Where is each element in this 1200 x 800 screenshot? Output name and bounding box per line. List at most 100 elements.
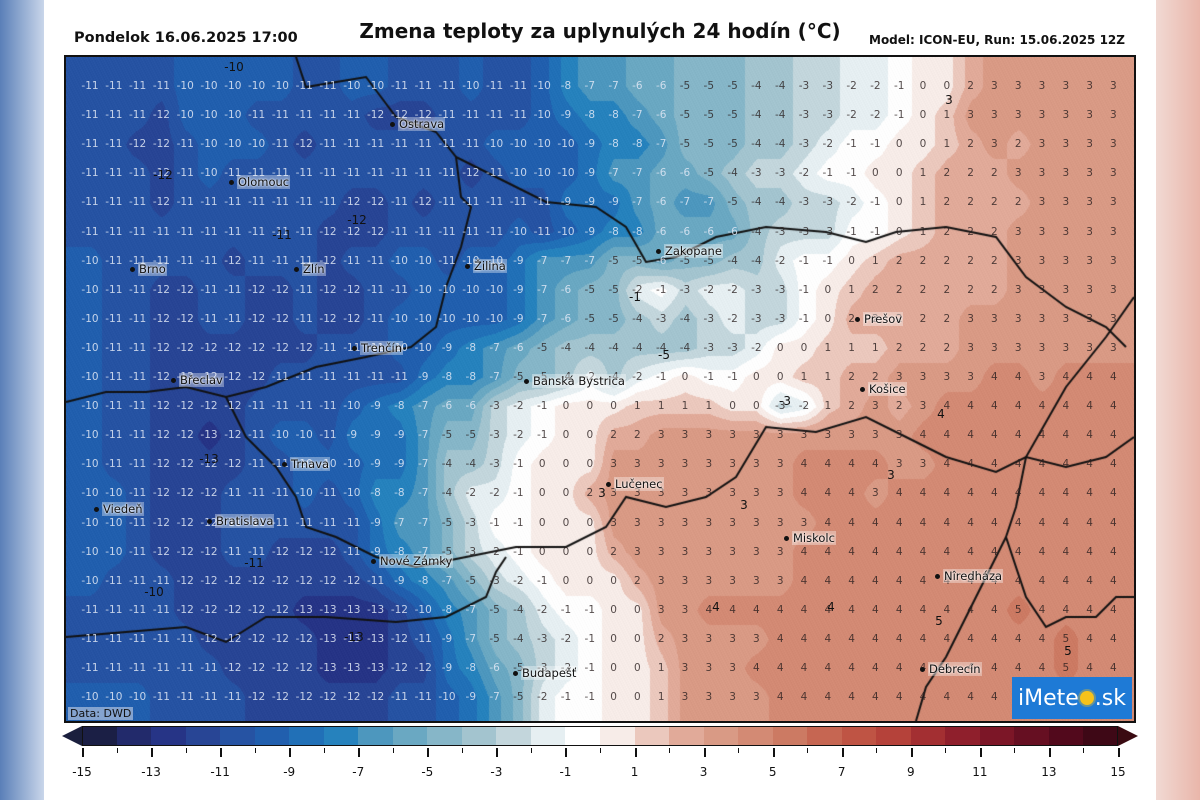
grid-value: 3 <box>967 109 974 122</box>
grid-value: -11 <box>129 371 147 383</box>
grid-value: -9 <box>513 254 524 267</box>
grid-value: -10 <box>509 167 527 180</box>
grid-value: -10 <box>390 254 408 267</box>
grid-value: 4 <box>824 691 832 704</box>
grid-value: 3 <box>1038 109 1046 122</box>
grid-value: -3 <box>774 312 786 325</box>
grid-value: -4 <box>441 487 453 500</box>
contour-label: -11 <box>272 228 292 242</box>
city-dot-icon <box>524 379 529 384</box>
grid-value: -4 <box>513 603 524 616</box>
city-name: Trenčín <box>360 341 403 355</box>
contour-label: -3 <box>779 394 791 408</box>
grid-value: 4 <box>872 516 879 529</box>
grid-value: 2 <box>943 167 951 180</box>
grid-value: -12 <box>390 662 408 674</box>
grid-value: -11 <box>248 109 266 122</box>
colorbar-segment <box>392 726 428 746</box>
grid-value: -10 <box>486 283 504 296</box>
grid-value: -12 <box>176 458 194 471</box>
grid-value: -10 <box>105 545 123 558</box>
grid-value: -1 <box>703 371 715 383</box>
grid-value: -11 <box>129 603 147 616</box>
imeteo-logo[interactable]: iMete .sk <box>1012 677 1132 719</box>
grid-value: -4 <box>655 341 667 354</box>
grid-value: 3 <box>1086 138 1093 151</box>
grid-value: -11 <box>200 225 218 238</box>
grid-value: -12 <box>248 603 266 616</box>
grid-value: -5 <box>465 429 477 442</box>
grid-value: -12 <box>200 632 218 645</box>
grid-value: 3 <box>657 487 665 500</box>
grid-value: -11 <box>271 138 289 151</box>
grid-value: 4 <box>1110 429 1117 442</box>
grid-value: 0 <box>610 603 617 616</box>
grid-value: -2 <box>727 283 738 296</box>
grid-value: 4 <box>1110 371 1117 383</box>
grid-value: -9 <box>584 167 596 180</box>
grid-value: -1 <box>893 109 905 122</box>
grid-value: 3 <box>967 341 974 354</box>
grid-value: 4 <box>943 574 951 587</box>
colorbar-tick-label: 3 <box>699 765 708 779</box>
grid-value: 4 <box>848 691 855 704</box>
grid-value: -11 <box>129 400 147 413</box>
grid-value: 3 <box>753 429 760 442</box>
grid-value: -3 <box>655 312 667 325</box>
grid-value: 4 <box>943 603 951 616</box>
grid-value: -7 <box>536 254 548 267</box>
city-marker: Ostrava <box>390 117 446 131</box>
grid-value: -11 <box>271 371 289 383</box>
grid-value: 0 <box>562 574 570 587</box>
grid-value: 0 <box>895 196 903 209</box>
grid-value: 3 <box>1014 80 1022 92</box>
grid-value: 3 <box>1014 254 1022 267</box>
grid-value: 3 <box>1086 196 1093 209</box>
temperature-change-map: -11 -11 -11 -11 -10 -10 -10 -10 -10 -11 -11 -10 -10-… <box>64 55 1136 723</box>
grid-value: 4 <box>776 632 784 645</box>
grid-value: -13 <box>367 632 385 645</box>
grid-value: 3 <box>610 487 617 500</box>
grid-value: 3 <box>634 487 641 500</box>
grid-value: 0 <box>872 167 879 180</box>
grid-value: -11 <box>81 109 99 122</box>
grid-value: -9 <box>465 691 477 704</box>
grid-value: -8 <box>441 603 453 616</box>
grid-value: 3 <box>991 109 998 122</box>
grid-value: 3 <box>729 691 736 704</box>
grid-value: -2 <box>846 196 857 209</box>
grid-value: -12 <box>248 691 266 704</box>
grid-value: -9 <box>441 662 453 674</box>
grid-value: -6 <box>560 283 572 296</box>
grid-value: -10 <box>414 312 432 325</box>
grid-value: -7 <box>679 196 691 209</box>
grid-value: 4 <box>1038 545 1046 558</box>
grid-value: 3 <box>1038 225 1046 238</box>
grid-value: -10 <box>200 138 218 151</box>
grid-value: -12 <box>248 341 266 354</box>
grid-value: 4 <box>1038 516 1046 529</box>
grid-value: 2 <box>967 167 974 180</box>
grid-value: -1 <box>536 400 548 413</box>
grid-value: 1 <box>634 400 641 413</box>
grid-value: -12 <box>248 662 266 674</box>
colorbar-segment <box>565 726 601 746</box>
grid-value: -6 <box>513 341 524 354</box>
grid-value: -1 <box>560 691 572 704</box>
contour-label: -12 <box>347 213 367 227</box>
grid-value: -8 <box>465 341 477 354</box>
grid-value: 3 <box>657 458 665 471</box>
grid-value: 4 <box>991 487 998 500</box>
grid-value: -12 <box>295 545 313 558</box>
grid-value: -10 <box>509 138 527 151</box>
grid-value: -10 <box>81 283 99 296</box>
grid-value: -7 <box>608 167 619 180</box>
grid-value: -7 <box>632 167 643 180</box>
grid-value: -11 <box>81 80 99 92</box>
grid-value: 3 <box>1062 167 1070 180</box>
grid-value: -11 <box>438 80 456 92</box>
grid-value: -11 <box>414 225 432 238</box>
grid-value: -11 <box>319 516 337 529</box>
grid-value: -1 <box>846 138 857 151</box>
city-marker: Trenčín <box>352 341 403 355</box>
